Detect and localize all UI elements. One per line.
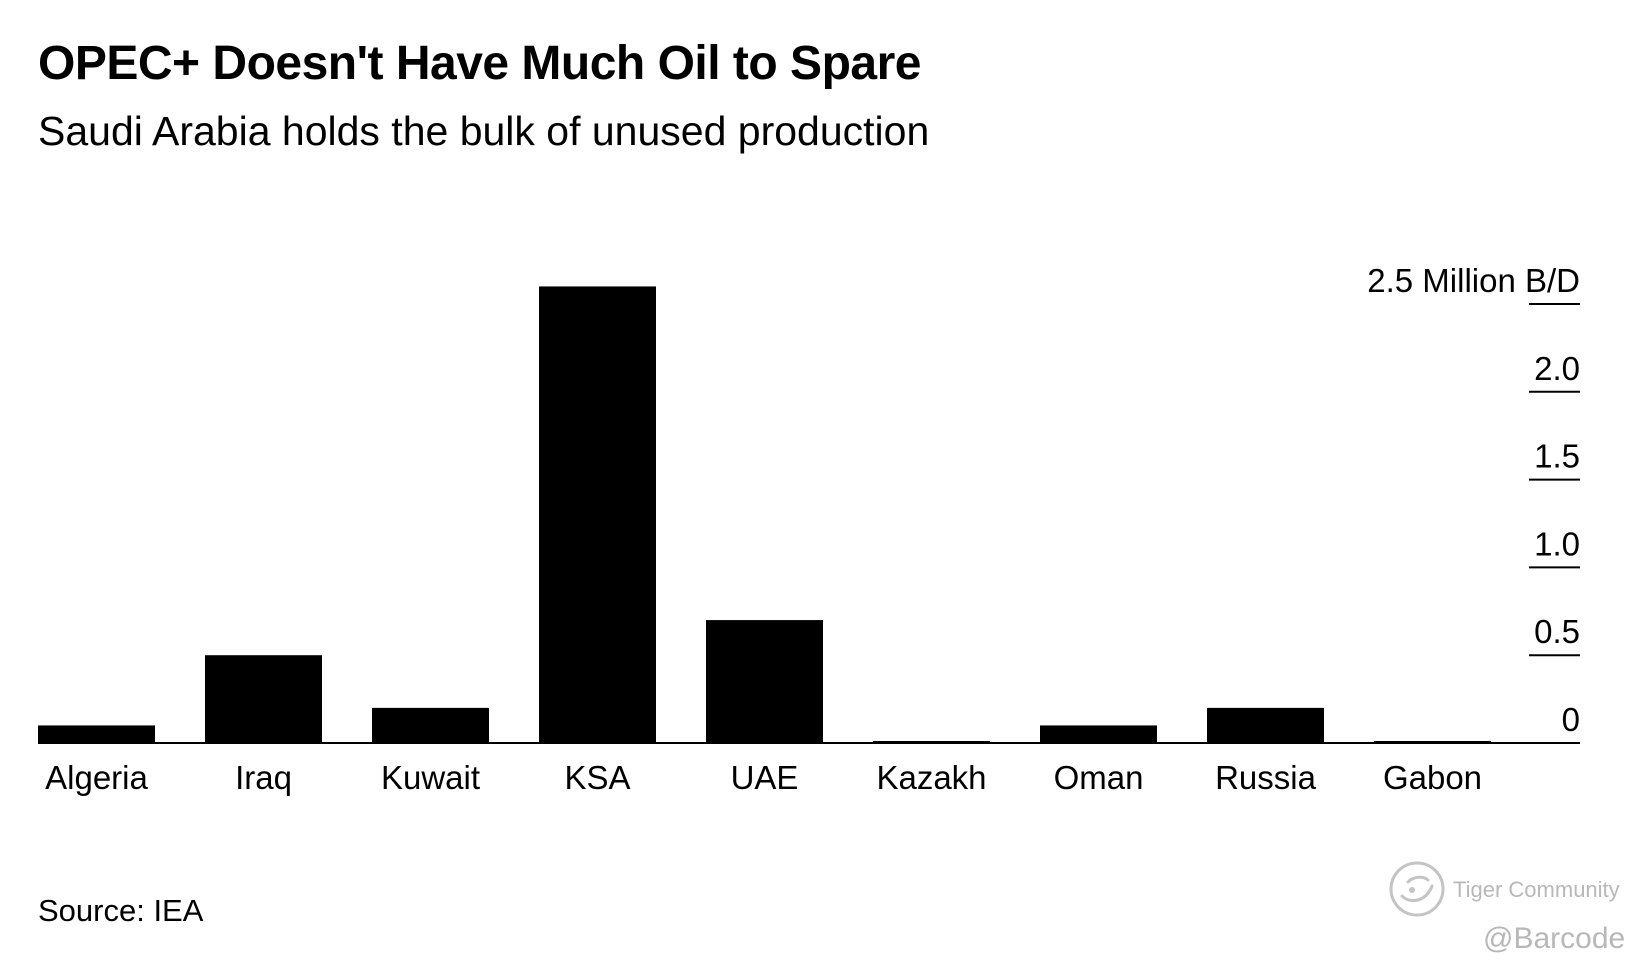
x-tick-label: Kuwait: [381, 759, 480, 796]
x-tick-label: Russia: [1215, 759, 1317, 796]
x-tick-label: Oman: [1054, 759, 1144, 796]
bar-kuwait: [372, 707, 489, 743]
watermark-handle: @Barcode: [1483, 922, 1626, 955]
y-tick-label: 2.0: [1534, 350, 1580, 387]
tiger-community-logo-icon: [1388, 860, 1446, 923]
bar-ksa: [539, 286, 656, 743]
x-tick-label: UAE: [731, 759, 799, 796]
bar-russia: [1207, 707, 1324, 743]
x-tick-label: KSA: [564, 759, 630, 796]
watermark-brand: Tiger Community: [1453, 877, 1620, 902]
x-tick-label: Kazakh: [876, 759, 986, 796]
x-tick-label: Iraq: [235, 759, 292, 796]
bar-algeria: [38, 725, 155, 743]
chart-subtitle: Saudi Arabia holds the bulk of unused pr…: [38, 108, 930, 154]
bar-iraq: [205, 655, 322, 743]
y-tick-label: 0.5: [1534, 613, 1580, 650]
chart-title: OPEC+ Doesn't Have Much Oil to Spare: [38, 37, 921, 90]
x-tick-label: Gabon: [1383, 759, 1482, 796]
bar-uae: [706, 620, 823, 743]
x-tick-label: Algeria: [45, 759, 148, 796]
bar-oman: [1040, 725, 1157, 743]
y-tick-label: 0: [1562, 701, 1580, 738]
y-tick-label: 2.5 Million B/D: [1367, 262, 1580, 299]
y-tick-label: 1.0: [1534, 525, 1580, 562]
y-tick-label: 1.5: [1534, 438, 1580, 475]
source-note: Source: IEA: [38, 893, 204, 928]
